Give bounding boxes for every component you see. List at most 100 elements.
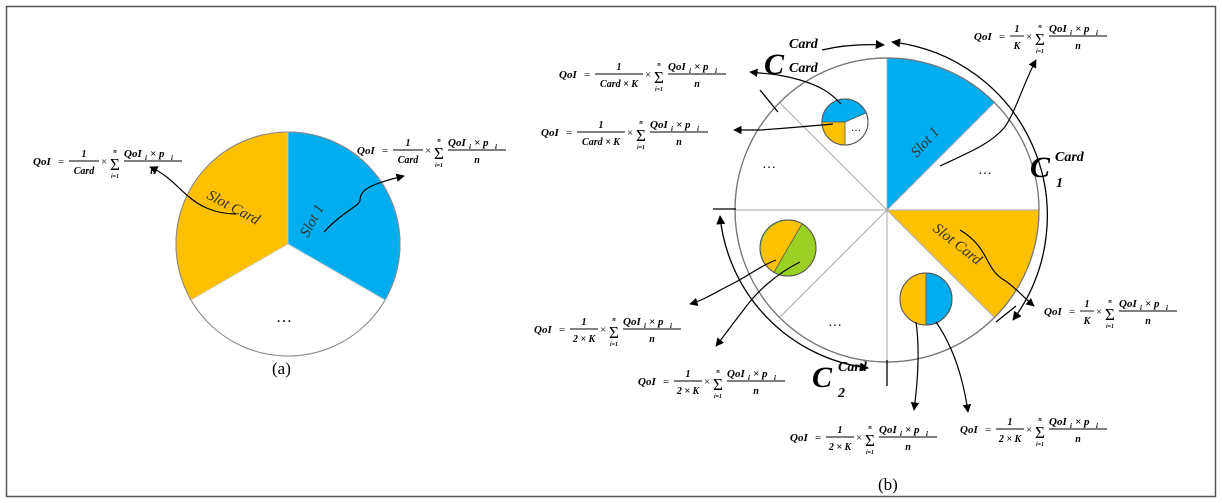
formula-numerator-sub-i: i: [697, 125, 699, 133]
formula-sum-bottom: i=1: [655, 87, 663, 93]
formula-numerator-sub-i: i: [469, 143, 471, 151]
formula-denominator-n: n: [1075, 434, 1081, 445]
c-1-letter: C: [1030, 151, 1051, 184]
formula-equals: =: [584, 69, 590, 81]
formula-numerator-times-p: × p: [1075, 416, 1090, 428]
panel-a: Slot 1 Slot Card … (a): [149, 131, 405, 378]
formula-denominator-n: n: [474, 155, 480, 166]
formula-equals: =: [566, 127, 572, 139]
formula-times: ×: [704, 376, 710, 388]
arrow-b-mini-bottom-2: [935, 321, 972, 413]
formula-sum-top: n: [113, 149, 117, 155]
formula-sum-bottom: i=1: [1106, 324, 1114, 330]
formula-one: 1: [686, 369, 691, 380]
formula-numerator-qoi: QoI: [879, 424, 897, 436]
pie-b-ellipsis-left: …: [762, 157, 776, 172]
formula-lhs: QoI: [638, 376, 656, 388]
formula-lhs: QoI: [974, 31, 992, 43]
arrow-b-mini-top-1: [749, 68, 842, 105]
formula-equals: =: [559, 324, 565, 336]
formula-sum-top: n: [868, 425, 872, 431]
formula-denominator: K: [1083, 316, 1092, 327]
formula-sum-bottom: i=1: [1036, 49, 1044, 55]
formula-denominator-n: n: [753, 386, 759, 397]
formula-denominator: Card: [74, 166, 96, 177]
formula-lhs: QoI: [790, 432, 808, 444]
formula-one: 1: [1008, 417, 1013, 428]
c-card-sub: Card: [789, 61, 819, 76]
formula-numerator-times-p: × p: [1145, 298, 1160, 310]
arrow-b-mini-left-1: [689, 259, 777, 306]
c-card-sup: Card: [789, 37, 819, 52]
arrow-b-mini-top-2: [733, 123, 834, 135]
formula-sum-top: n: [716, 369, 720, 375]
formula-times: ×: [600, 324, 606, 336]
formula-one: 1: [617, 62, 622, 73]
formula-sigma: Σ: [434, 144, 444, 163]
formula-times: ×: [101, 156, 107, 168]
formula-denominator: K: [1013, 41, 1022, 52]
formula-denominator-n: n: [694, 79, 700, 90]
formula-times: ×: [425, 145, 431, 157]
formula-numerator-qoi: QoI: [1049, 416, 1067, 428]
formula-one: 1: [582, 317, 587, 328]
formula-numerator-sub-i: i: [926, 430, 928, 438]
formula-sum-top: n: [437, 138, 441, 144]
formula-lhs: QoI: [960, 424, 978, 436]
formula-sum-top: n: [639, 120, 643, 126]
formula-numerator-qoi: QoI: [623, 316, 641, 328]
formula-one: 1: [838, 425, 843, 436]
formula-times: ×: [1026, 424, 1032, 436]
arrow-b-mini-left-2: [715, 261, 801, 347]
formula-sigma: Σ: [609, 323, 619, 342]
formula-sum-bottom: i=1: [1036, 442, 1044, 448]
formula-numerator-sub-i: i: [495, 143, 497, 151]
formula-equals: =: [985, 424, 991, 436]
formula-numerator-times-p: × p: [676, 119, 691, 131]
formula-lhs: QoI: [357, 145, 375, 157]
formula-numerator-sub-i: i: [145, 154, 147, 162]
formula-times: ×: [856, 432, 862, 444]
arrow-b-mini-bottom-1: [910, 321, 920, 411]
formula-equals: =: [663, 376, 669, 388]
c-label-card: C Card Card: [764, 37, 819, 81]
formula-numerator-sub-i: i: [715, 67, 717, 75]
formula-numerator-times-p: × p: [905, 424, 920, 436]
formula-numerator-sub-i: i: [774, 374, 776, 382]
arrow-b-slot-1: [939, 59, 1037, 167]
arrow-a-slot-card: [149, 166, 237, 215]
c-2-sub: 2: [837, 386, 845, 401]
c-label-1: C Card 1: [1030, 150, 1085, 191]
formula-numerator-sub-i: i: [670, 322, 672, 330]
formula-numerator-sub-i: i: [748, 374, 750, 382]
formula-numerator-sub-i: i: [171, 154, 173, 162]
formula-denominator-n: n: [1145, 316, 1151, 327]
formula-sum-top: n: [1038, 417, 1042, 423]
c-2-sup: Card: [838, 360, 868, 375]
formula-numerator-qoi: QoI: [1119, 298, 1137, 310]
formula-numerator-sub-i: i: [1070, 422, 1072, 430]
formula-numerator-sub-i: i: [1140, 304, 1142, 312]
arrow-b-slot-card: [959, 229, 1035, 307]
formula-numerator-times-p: × p: [474, 137, 489, 149]
formula-numerator-times-p: × p: [150, 148, 165, 160]
formula-sum-bottom: i=1: [610, 342, 618, 348]
mini-pie-top-ellipsis: …: [851, 123, 861, 134]
formula-sum-bottom: i=1: [714, 394, 722, 400]
panel-b-arrows: [689, 59, 1037, 413]
formula-sum-bottom: i=1: [866, 450, 874, 456]
formula-numerator-sub-i: i: [644, 322, 646, 330]
formula-lhs: QoI: [534, 324, 552, 336]
formula-sigma: Σ: [1035, 423, 1045, 442]
formula-equals: =: [58, 156, 64, 168]
formula-sigma: Σ: [713, 375, 723, 394]
pie-b-ellipsis-bottom: …: [828, 315, 842, 330]
mini-pie-bottom: [899, 272, 953, 326]
c-1-sup: Card: [1055, 150, 1085, 165]
